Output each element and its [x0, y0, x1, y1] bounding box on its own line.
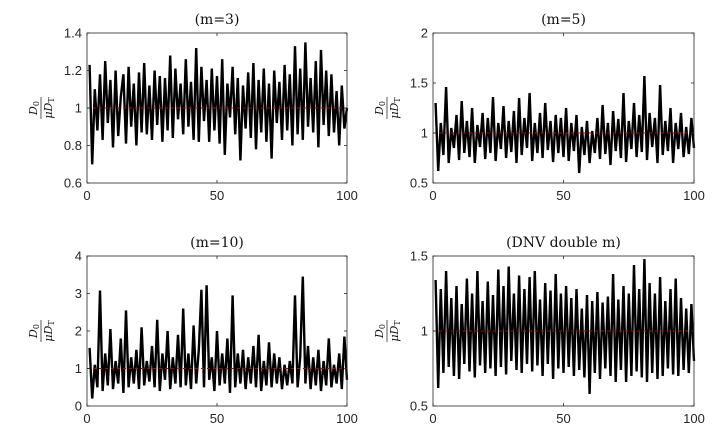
y-tick-label: 0 [75, 399, 82, 414]
x-tick-label: 50 [210, 188, 224, 203]
y-label-denominator-main: μD [388, 103, 401, 119]
subplot-title: (m=5) [541, 12, 586, 28]
x-tick-label: 0 [429, 188, 436, 203]
y-label-numerator-sub: 0 [32, 324, 41, 329]
y-label-numerator-main: D [373, 329, 386, 339]
series-line-1 [88, 42, 349, 165]
x-tick-label: 50 [556, 188, 570, 203]
y-label-numerator: D0 [373, 324, 387, 339]
x-tick-label: 0 [83, 411, 90, 426]
y-label-numerator: D0 [27, 101, 41, 116]
y-label-denominator: μDT [42, 320, 56, 342]
y-tick-label: 1 [75, 361, 82, 376]
y-label-denominator-sub: T [47, 97, 56, 103]
y-tick-label: 1 [421, 126, 428, 141]
y-tick-label: 2 [421, 26, 428, 41]
y-label-numerator-main: D [27, 329, 40, 339]
y-tick-label: 0.6 [64, 176, 82, 191]
y-label-numerator: D0 [27, 324, 41, 339]
subplot-title: (m=10) [190, 235, 244, 251]
y-label-denominator-main: μD [42, 326, 55, 342]
y-label-numerator-main: D [373, 106, 386, 116]
y-label-numerator: D0 [373, 101, 387, 116]
y-tick-label: 1.2 [64, 63, 82, 78]
y-label-denominator-sub: T [393, 320, 402, 326]
y-tick-label: 0.5 [410, 399, 428, 414]
y-label-numerator-main: D [27, 106, 40, 116]
y-axis-label: D0 μDT [27, 320, 56, 342]
y-axis-label: D0 μDT [373, 320, 402, 342]
x-tick-label: 50 [556, 411, 570, 426]
y-label-denominator: μDT [388, 97, 402, 119]
subplot-title: (m=3) [195, 12, 240, 28]
y-tick-label: 1 [75, 101, 82, 116]
y-tick-label: 1.5 [410, 249, 428, 264]
y-label-denominator: μDT [388, 320, 402, 342]
series-line-1 [88, 276, 349, 399]
y-label-numerator-sub: 0 [378, 101, 387, 106]
subplot-title: (DNV double m) [506, 235, 621, 251]
x-tick-label: 100 [336, 188, 358, 203]
series-line-1 [434, 75, 696, 174]
y-axis-label: D0 μDT [373, 97, 402, 119]
x-tick-label: 50 [210, 411, 224, 426]
series-line-1 [434, 258, 696, 395]
x-tick-label: 0 [83, 188, 90, 203]
x-tick-label: 100 [683, 188, 705, 203]
x-tick-label: 100 [336, 411, 358, 426]
y-label-numerator-sub: 0 [32, 101, 41, 106]
y-label-denominator-main: μD [42, 103, 55, 119]
y-tick-label: 1.5 [410, 76, 428, 91]
y-tick-label: 4 [75, 249, 82, 264]
y-label-denominator-main: μD [388, 326, 401, 342]
y-label-denominator: μDT [42, 97, 56, 119]
y-axis-label: D0 μDT [27, 97, 56, 119]
y-tick-label: 0.5 [410, 176, 428, 191]
y-label-denominator-sub: T [47, 320, 56, 326]
y-label-denominator-sub: T [393, 97, 402, 103]
x-tick-label: 0 [429, 411, 436, 426]
y-tick-label: 1.4 [64, 26, 82, 41]
y-tick-label: 2 [75, 324, 82, 339]
y-tick-label: 1 [421, 324, 428, 339]
x-tick-label: 100 [683, 411, 705, 426]
y-tick-label: 0.8 [64, 138, 82, 153]
y-label-numerator-sub: 0 [378, 324, 387, 329]
y-tick-label: 3 [75, 286, 82, 301]
